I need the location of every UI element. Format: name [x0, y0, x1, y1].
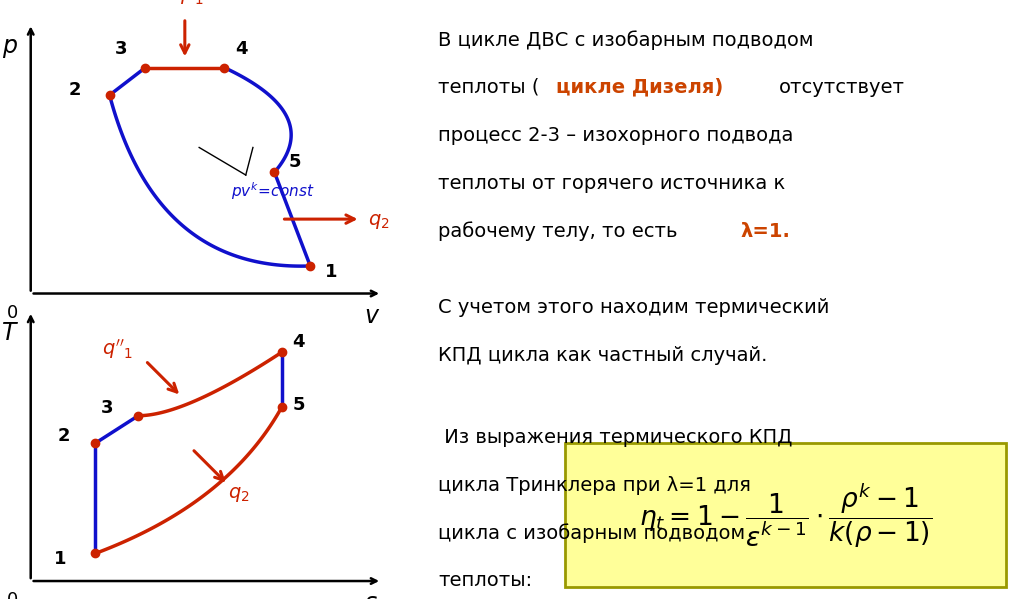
Text: теплоты от горячего источника к: теплоты от горячего источника к	[438, 174, 785, 193]
Text: рабочему телу, то есть: рабочему телу, то есть	[438, 222, 684, 241]
Text: цикла с изобарным подводом: цикла с изобарным подводом	[438, 524, 745, 543]
Text: процесс 2-3 – изохорного подвода: процесс 2-3 – изохорного подвода	[438, 126, 794, 145]
Text: s: s	[366, 591, 377, 599]
Text: $q''_1$: $q''_1$	[102, 337, 133, 361]
Text: 1: 1	[54, 550, 67, 568]
Text: 2: 2	[69, 81, 81, 99]
Text: С учетом этого находим термический: С учетом этого находим термический	[438, 298, 829, 317]
Text: КПД цикла как частный случай.: КПД цикла как частный случай.	[438, 346, 767, 365]
Text: Из выражения термического КПД: Из выражения термического КПД	[438, 428, 793, 447]
Text: 4: 4	[236, 40, 248, 58]
Text: 3: 3	[100, 399, 113, 417]
Text: теплоты:: теплоты:	[438, 571, 532, 591]
Text: цикле Дизеля): цикле Дизеля)	[556, 78, 723, 97]
Text: В цикле ДВС с изобарным подводом: В цикле ДВС с изобарным подводом	[438, 30, 813, 50]
Text: 0: 0	[7, 304, 18, 322]
Text: 0: 0	[7, 591, 18, 599]
Text: 5: 5	[289, 153, 301, 171]
Text: 4: 4	[293, 333, 305, 351]
Text: p: p	[2, 34, 16, 58]
Text: $q''_1$: $q''_1$	[173, 0, 204, 7]
Text: 5: 5	[293, 396, 305, 414]
Text: $\eta_t = 1 - \dfrac{1}{\varepsilon^{k-1}} \cdot \dfrac{\rho^k - 1}{k(\rho - 1)}: $\eta_t = 1 - \dfrac{1}{\varepsilon^{k-1…	[639, 481, 932, 549]
Text: v: v	[365, 304, 378, 328]
Text: 2: 2	[57, 426, 70, 444]
Text: отсутствует: отсутствует	[779, 78, 905, 97]
Bar	[565, 443, 1006, 587]
Text: $pv^k\!=\!const$: $pv^k\!=\!const$	[231, 180, 315, 202]
Text: λ=1.: λ=1.	[740, 222, 790, 241]
Text: $q_2$: $q_2$	[227, 485, 250, 504]
Text: цикла Тринклера при λ=1 для: цикла Тринклера при λ=1 для	[438, 476, 751, 495]
Text: T: T	[2, 321, 16, 345]
Text: теплоты (: теплоты (	[438, 78, 540, 97]
Text: $q_2$: $q_2$	[368, 213, 389, 231]
Text: 1: 1	[325, 263, 337, 281]
Text: 3: 3	[115, 40, 127, 58]
